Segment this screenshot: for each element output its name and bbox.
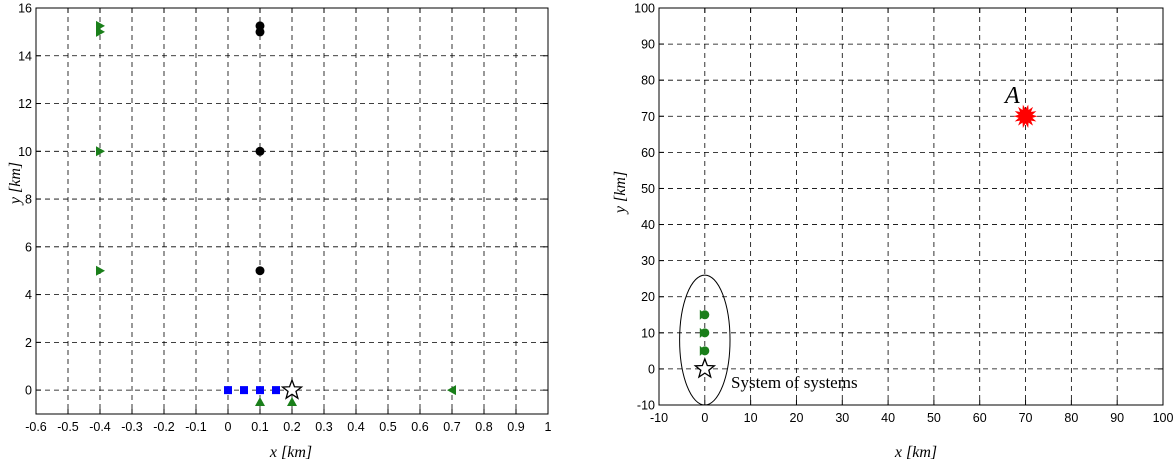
left-x-tick-label: 0.3	[315, 420, 332, 434]
right-x-tick-label: 20	[790, 411, 804, 425]
left-point-triangle-up	[287, 397, 297, 407]
left-y-tick-label: 16	[18, 2, 32, 16]
right-x-tick-label: 80	[1064, 411, 1078, 425]
left-x-tick-label: 0.6	[411, 420, 428, 434]
left-y-tick-label: 12	[18, 97, 32, 111]
left-plot-frame	[35, 7, 549, 415]
left-point-square	[256, 386, 264, 395]
right-point-star	[693, 357, 717, 379]
left-point-triangle-right	[96, 146, 105, 157]
right-x-tick-label: 90	[1110, 411, 1124, 425]
left-x-tick-label: 0.7	[443, 420, 460, 434]
left-y-tick-label: 10	[18, 145, 32, 159]
left-y-tick-label: 14	[18, 49, 32, 63]
left-plot: -0.6 -0.5 -0.4 -0.3 -0.2 -0.1 0 0.1 0.2 0.3 0.4 0.5…	[18, 2, 551, 435]
right-x-tick-label: 0	[701, 411, 708, 425]
left-point-triangle-up	[255, 397, 265, 407]
left-x-tick-label: -0.3	[121, 420, 143, 434]
right-point-triangle-right	[699, 309, 706, 320]
right-x-tick-label: 40	[881, 411, 895, 425]
right-x-tick-label: -10	[650, 411, 668, 425]
right-y-tick-label: 70	[641, 110, 655, 124]
right-y-tick-label: 60	[641, 146, 655, 160]
right-y-tick-label: 20	[641, 290, 655, 304]
left-x-tick-label: 0.1	[251, 420, 268, 434]
right-y-tick-label: 0	[648, 362, 655, 376]
left-point-square	[272, 386, 280, 395]
right-y-tick-label: 100	[634, 2, 655, 16]
right-plot-area	[659, 8, 1163, 405]
right-y-tick-label: 90	[641, 38, 655, 52]
right-y-tick-label: 50	[641, 182, 655, 196]
right-y-axis-label: y [km]	[612, 171, 629, 215]
right-x-tick-label: 100	[1153, 411, 1174, 425]
right-plot-frame	[658, 7, 1164, 406]
left-x-tick-label: -0.4	[89, 420, 111, 434]
left-x-tick-label: -0.2	[153, 420, 175, 434]
left-point-triangle-right	[96, 265, 105, 276]
right-plot: -10 0 10 20 30 40 50 60 70 80 90 100 -10 0 10 20 30 40 50 6…	[634, 2, 1173, 426]
right-x-tick-label: 30	[835, 411, 849, 425]
left-x-tick-label: 1	[545, 420, 552, 434]
left-x-tick-label: 0	[225, 420, 232, 434]
right-y-tick-label: 30	[641, 254, 655, 268]
annotation-a: A	[1003, 83, 1020, 109]
right-y-tick-label: -10	[637, 399, 655, 413]
right-y-tick-label: 10	[641, 326, 655, 340]
left-point-square	[240, 386, 248, 395]
left-x-tick-label: 0.2	[283, 420, 300, 434]
right-point-triangle-right	[699, 327, 706, 338]
left-y-tick-label: 8	[25, 193, 32, 207]
right-x-tick-label: 10	[744, 411, 758, 425]
left-point-circle	[255, 27, 265, 37]
left-point-square	[224, 386, 232, 395]
right-x-tick-label: 50	[927, 411, 941, 425]
left-x-tick-label: 0.5	[379, 420, 396, 434]
left-x-tick-label: 0.9	[507, 420, 524, 434]
right-x-tick-label: 60	[973, 411, 987, 425]
left-x-tick-label: 0.4	[347, 420, 364, 434]
left-point-circle	[255, 266, 265, 276]
right-y-tick-label: 80	[641, 74, 655, 88]
right-point-burst	[1013, 104, 1038, 128]
left-point-circle	[255, 146, 265, 156]
left-y-axis-label: y [km]	[7, 162, 24, 206]
right-x-axis-label: x [km]	[894, 444, 937, 461]
left-point-star	[280, 378, 304, 400]
system-of-systems-ellipse	[679, 274, 731, 406]
left-x-axis-label: x [km]	[269, 444, 312, 461]
left-y-tick-label: 2	[25, 336, 32, 350]
left-x-tick-label: -0.5	[57, 420, 79, 434]
right-x-tick-label: 70	[1019, 411, 1033, 425]
left-y-tick-label: 0	[25, 384, 32, 398]
left-x-tick-label: -0.6	[25, 420, 47, 434]
left-y-tick-label: 4	[25, 288, 32, 302]
left-x-tick-label: 0.8	[475, 420, 492, 434]
annotation-system-of-systems: System of systems	[731, 373, 858, 392]
left-y-tick-label: 6	[25, 240, 32, 254]
left-point-triangle-left	[447, 385, 456, 396]
right-point-triangle-right	[699, 345, 706, 356]
left-x-tick-label: -0.1	[185, 420, 207, 434]
left-point-triangle-right	[96, 26, 105, 37]
right-y-tick-label: 40	[641, 218, 655, 232]
